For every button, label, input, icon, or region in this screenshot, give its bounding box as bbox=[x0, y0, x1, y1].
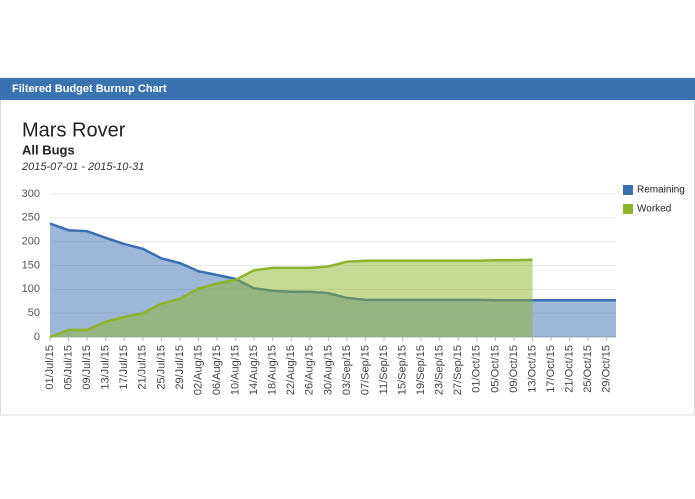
x-tick-label: 13/Jul/15 bbox=[100, 345, 112, 390]
legend-swatch bbox=[623, 185, 633, 195]
legend-label: Remaining bbox=[637, 185, 685, 196]
x-tick-label: 17/Jul/15 bbox=[118, 345, 130, 390]
x-tick-label: 19/Sep/15 bbox=[415, 345, 427, 395]
area-fill bbox=[50, 259, 533, 337]
legend-label: Worked bbox=[637, 204, 671, 215]
x-tick-label: 09/Oct/15 bbox=[508, 345, 520, 393]
x-tick-label: 29/Oct/15 bbox=[601, 345, 613, 393]
x-tick-label: 02/Aug/15 bbox=[192, 345, 204, 395]
y-tick-label: 100 bbox=[22, 283, 40, 295]
x-tick-label: 01/Oct/15 bbox=[471, 345, 483, 393]
x-tick-label: 23/Sep/15 bbox=[434, 345, 446, 395]
x-tick-label: 18/Aug/15 bbox=[267, 345, 279, 395]
x-tick-label: 06/Aug/15 bbox=[211, 345, 223, 395]
x-tick-label: 21/Jul/15 bbox=[137, 345, 149, 390]
y-tick-label: 150 bbox=[22, 259, 40, 271]
x-tick-label: 14/Aug/15 bbox=[248, 345, 260, 395]
x-tick-label: 09/Jul/15 bbox=[81, 345, 93, 390]
x-tick-label: 25/Jul/15 bbox=[155, 345, 167, 390]
panel-header bbox=[0, 78, 695, 100]
x-tick-label: 27/Sep/15 bbox=[452, 345, 464, 395]
y-tick-label: 300 bbox=[22, 188, 40, 200]
y-tick-label: 50 bbox=[28, 307, 40, 319]
x-tick-label: 26/Aug/15 bbox=[304, 345, 316, 395]
x-tick-label: 11/Sep/15 bbox=[378, 345, 390, 394]
x-tick-label: 07/Sep/15 bbox=[359, 345, 371, 395]
x-tick-label: 05/Oct/15 bbox=[489, 345, 501, 393]
y-tick-label: 0 bbox=[34, 331, 40, 343]
x-tick-label: 03/Sep/15 bbox=[341, 345, 353, 395]
x-tick-label: 25/Oct/15 bbox=[582, 345, 594, 393]
x-tick-label: 10/Aug/15 bbox=[229, 345, 241, 395]
x-tick-label: 05/Jul/15 bbox=[62, 345, 74, 390]
chart-title: Mars Rover bbox=[22, 119, 126, 141]
chart-subtitle: All Bugs bbox=[22, 142, 75, 157]
x-tick-label: 15/Sep/15 bbox=[396, 345, 408, 395]
y-tick-label: 250 bbox=[22, 212, 40, 224]
x-tick-label: 13/Oct/15 bbox=[526, 345, 538, 393]
x-tick-label: 17/Oct/15 bbox=[545, 345, 557, 393]
x-tick-label: 29/Jul/15 bbox=[174, 345, 186, 390]
x-tick-label: 21/Oct/15 bbox=[564, 345, 576, 393]
x-tick-label: 22/Aug/15 bbox=[285, 345, 297, 395]
date-range: 2015-07-01 - 2015-10-31 bbox=[21, 161, 144, 173]
y-tick-label: 200 bbox=[22, 236, 40, 248]
legend-swatch bbox=[623, 204, 633, 214]
series-line bbox=[49, 258, 533, 339]
x-tick-label: 30/Aug/15 bbox=[322, 345, 334, 395]
x-tick-label: 01/Jul/15 bbox=[44, 345, 56, 390]
panel-title: Filtered Budget Burnup Chart bbox=[12, 83, 167, 95]
